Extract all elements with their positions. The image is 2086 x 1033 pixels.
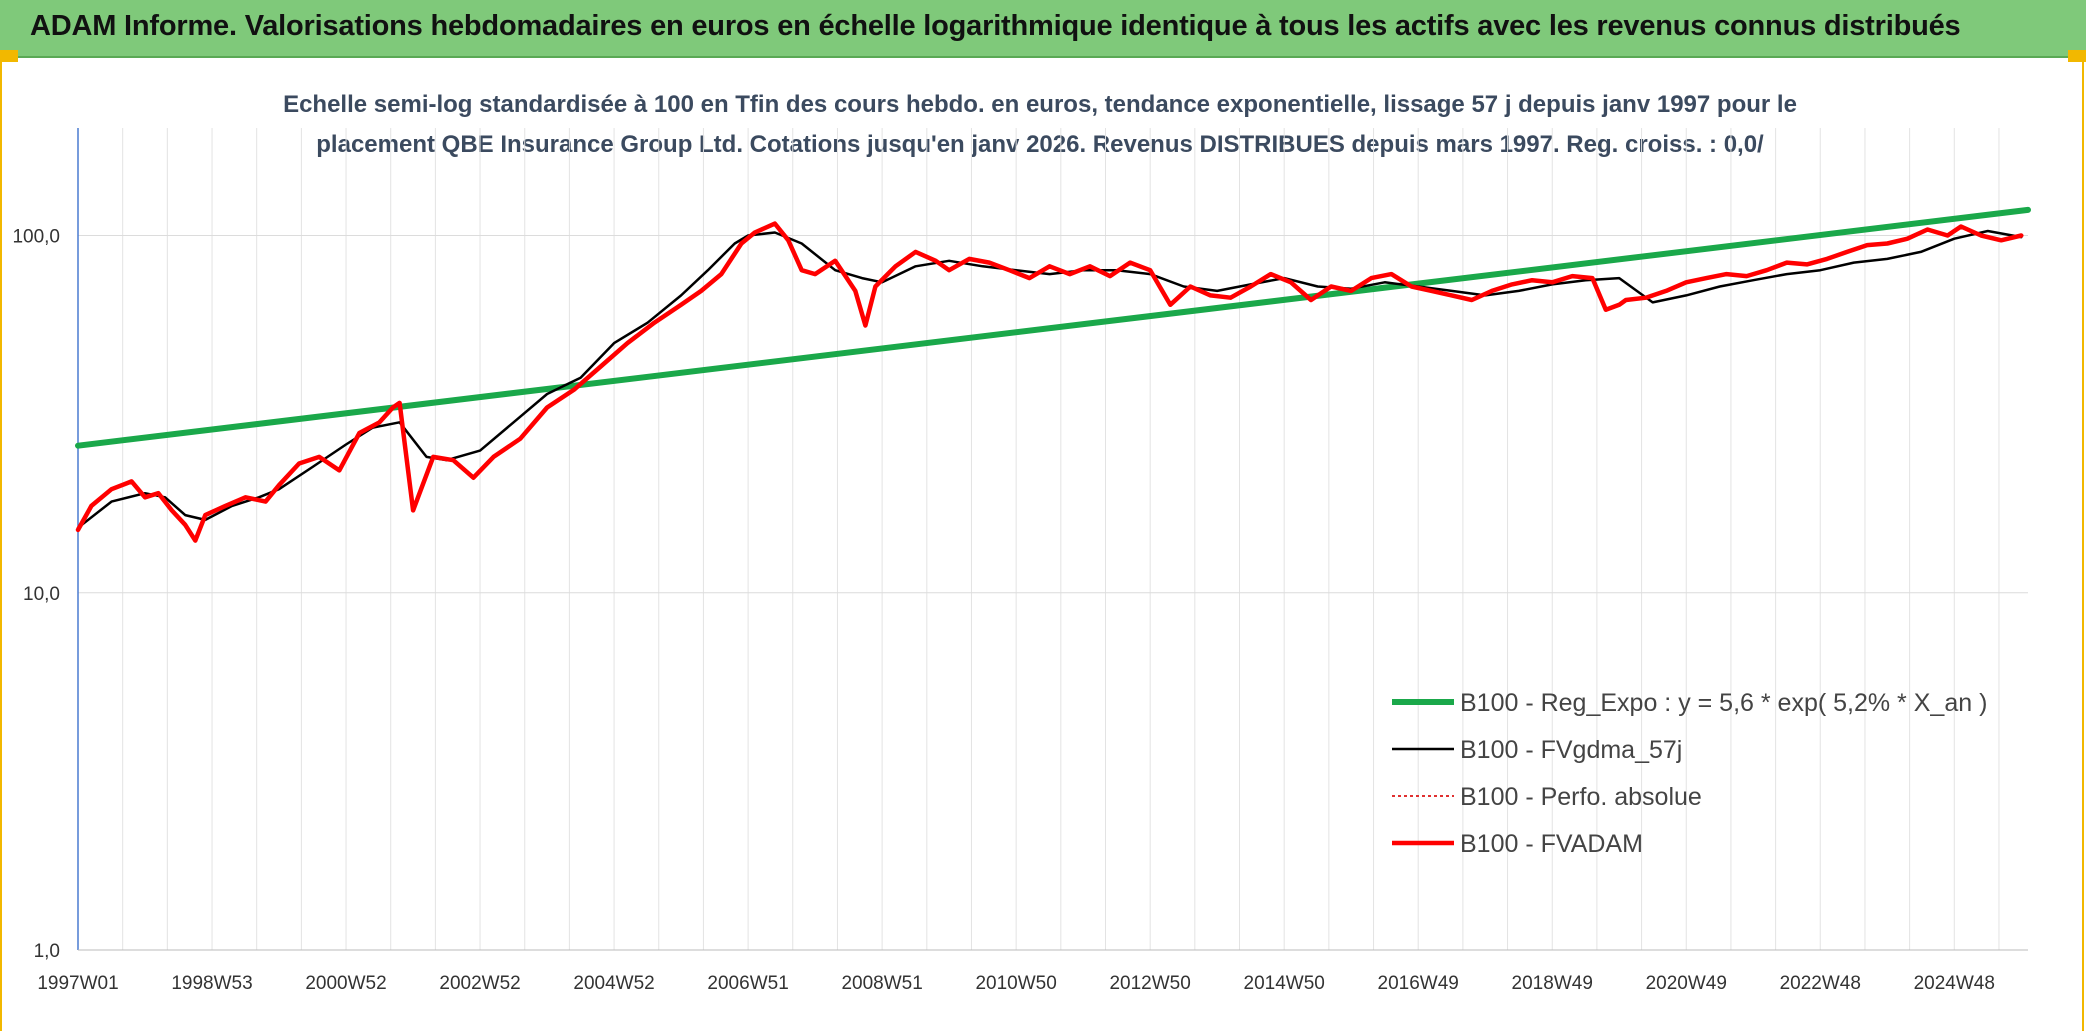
- series-layer: [75, 206, 2031, 543]
- x-tick-label: 2020W49: [1646, 973, 1727, 994]
- x-tick-label: 2008W51: [841, 973, 922, 994]
- x-tick-label: 2004W52: [573, 973, 654, 994]
- x-tick-label: 2010W50: [975, 973, 1056, 994]
- chart-subtitle-line-2: placement QBE Insurance Group Ltd. Cotat…: [316, 131, 1764, 158]
- chart-frame: [0, 58, 2084, 1031]
- corner-marker-left: [0, 50, 18, 62]
- x-tick-label: 1998W53: [171, 973, 252, 994]
- x-tick-label: 2016W49: [1378, 973, 1459, 994]
- y-tick-label: 10,0: [23, 584, 60, 605]
- series-line-3: [75, 221, 2024, 543]
- axis-layer: 1,0 10,0 100,0 1997W01 1998W53 2000W52 2002W52…: [12, 128, 2028, 994]
- grid-layer: [77, 128, 2028, 951]
- x-tick-label: 2000W52: [305, 973, 386, 994]
- x-tick-label: 2018W49: [1512, 973, 1593, 994]
- x-tick-label: 2002W52: [439, 973, 520, 994]
- x-tick-label: 2022W48: [1780, 973, 1861, 994]
- legend-label-0: B100 - Reg_Expo : y = 5,6 * exp( 5,2% * …: [1460, 689, 1987, 717]
- legend-label-3: B100 - FVADAM: [1460, 830, 1643, 858]
- corner-marker-right: [2068, 50, 2086, 62]
- report-banner: ADAM Informe. Valorisations hebdomadaire…: [0, 0, 2086, 58]
- x-tick-label: 2024W48: [1914, 973, 1995, 994]
- y-tick-label: 100,0: [12, 227, 60, 248]
- x-tick-label: 2006W51: [707, 973, 788, 994]
- chart-legend: B100 - Reg_Expo : y = 5,6 * exp( 5,2% * …: [1392, 689, 1987, 858]
- legend-label-2: B100 - Perfo. absolue: [1460, 783, 1702, 811]
- x-tick-label: 1997W01: [37, 973, 118, 994]
- x-tick-label: 2012W50: [1109, 973, 1190, 994]
- legend-label-1: B100 - FVgdma_57j: [1460, 736, 1682, 764]
- chart-subtitle-line-1: Echelle semi-log standardisée à 100 en T…: [283, 91, 1797, 118]
- series-line-0: [75, 206, 2031, 449]
- x-tick-label: 2014W50: [1244, 973, 1325, 994]
- report-title: ADAM Informe. Valorisations hebdomadaire…: [30, 10, 1961, 42]
- y-tick-label: 1,0: [34, 941, 60, 962]
